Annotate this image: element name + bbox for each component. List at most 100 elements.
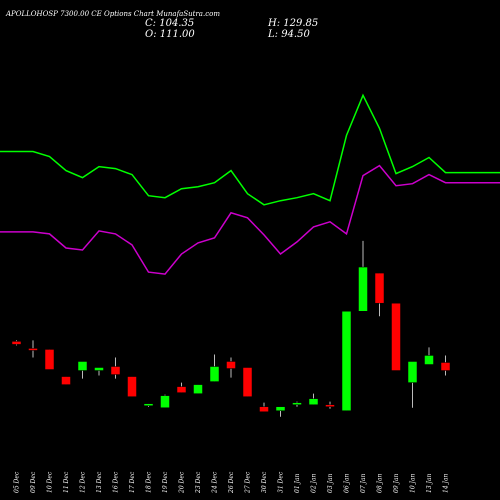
candle	[77, 361, 88, 379]
candle	[275, 406, 286, 417]
candle-body-down	[176, 386, 187, 393]
x-tick-label: 26 Dec	[228, 471, 235, 494]
candle	[424, 347, 434, 365]
candles	[11, 240, 451, 417]
open-value: 111.00	[159, 29, 195, 40]
open-label: O:	[145, 29, 157, 40]
candle	[407, 361, 418, 408]
x-tick-label: 09 Dec	[30, 471, 37, 493]
candle-body-down	[226, 361, 236, 369]
candle-body-down	[242, 367, 253, 397]
candle-body-down	[259, 406, 269, 412]
candle	[242, 367, 253, 397]
x-tick-label: 02 Jan	[311, 473, 318, 493]
x-axis-labels: 05 Dec 09 Dec 10 Dec 11 Dec 12 Dec 13 Dec 16 D…	[14, 471, 450, 494]
candle	[226, 357, 236, 378]
candle-body-down	[127, 376, 137, 397]
candle	[341, 311, 352, 411]
candle	[308, 393, 319, 405]
x-tick-label: 08 Jan	[377, 473, 384, 493]
candle-body-down	[61, 376, 71, 385]
candle	[440, 355, 451, 376]
candle-body-down	[325, 404, 335, 407]
candle	[44, 349, 55, 370]
x-tick-label: 18 Dec	[146, 471, 153, 493]
high-label: H:	[268, 18, 281, 29]
x-tick-label: 30 Dec	[261, 471, 268, 493]
candle-body-down	[374, 272, 385, 304]
x-tick-label: 06 Jan	[344, 473, 351, 493]
candle	[176, 382, 187, 393]
band-lines	[0, 93, 500, 275]
candle-body-up	[308, 398, 319, 405]
candle-body-up	[358, 266, 368, 312]
low-value: 94.50	[281, 29, 310, 40]
x-tick-label: 17 Dec	[129, 471, 136, 493]
x-tick-label: 27 Dec	[245, 471, 252, 494]
x-tick-label: 14 Jan	[443, 473, 450, 493]
candle	[28, 340, 38, 358]
x-tick-label: 24 Dec	[212, 471, 219, 494]
x-tick-label: 07 Jan	[360, 473, 367, 493]
candle	[374, 272, 385, 317]
x-tick-label: 01 Jan	[294, 473, 301, 493]
candle-body-down	[391, 302, 401, 371]
candle	[391, 302, 401, 371]
lower-band-line	[0, 164, 500, 275]
open-readout: O: 111.00	[145, 29, 195, 40]
candle	[143, 403, 154, 407]
candle-body-down	[110, 366, 121, 375]
x-tick-label: 12 Dec	[80, 471, 87, 493]
close-readout: C: 104.35	[145, 18, 194, 29]
x-tick-label: 13 Dec	[96, 471, 103, 493]
candle	[358, 240, 368, 312]
candle	[127, 376, 137, 397]
high-value: 129.85	[283, 18, 319, 29]
candle-body-up	[407, 361, 418, 383]
x-tick-label: 09 Jan	[393, 473, 400, 493]
candle-body-up	[160, 395, 170, 408]
candle	[61, 376, 71, 385]
candle-body-up	[77, 361, 88, 371]
candle-body-up	[209, 366, 220, 382]
candle-body-up	[341, 311, 352, 411]
x-tick-label: 03 Jan	[327, 473, 334, 493]
candle-body-up	[94, 367, 104, 371]
candle-body-down	[44, 349, 55, 370]
candle	[193, 384, 203, 394]
x-tick-label: 23 Dec	[195, 471, 202, 494]
x-tick-label: 10 Jan	[410, 473, 417, 493]
x-tick-label: 16 Dec	[113, 471, 120, 493]
candle	[292, 401, 302, 407]
x-tick-label: 10 Dec	[47, 471, 54, 493]
candle-body-up	[424, 355, 434, 365]
candle-body-down	[440, 362, 451, 371]
close-value: 104.35	[159, 18, 195, 29]
candle	[94, 367, 104, 376]
candle	[325, 401, 335, 409]
candle	[160, 394, 170, 408]
candle-body-up	[275, 406, 286, 411]
candle	[11, 340, 22, 346]
candle	[259, 402, 269, 412]
x-tick-label: 19 Dec	[162, 471, 169, 493]
low-label: L:	[268, 29, 279, 40]
candle	[209, 354, 220, 382]
candle	[110, 357, 121, 379]
candle-body-up	[292, 402, 302, 405]
chart-title: APOLLOHOSP 7300.00 CE Options Chart Muna…	[6, 10, 220, 18]
low-readout: L: 94.50	[268, 29, 310, 40]
close-label: C:	[145, 18, 157, 29]
candle-body-up	[193, 384, 203, 394]
x-tick-label: 20 Dec	[179, 471, 186, 494]
x-tick-label: 13 Jan	[426, 473, 433, 493]
x-tick-label: 11 Dec	[63, 471, 70, 493]
candle-body-down	[11, 341, 22, 345]
x-tick-label: 31 Dec	[278, 471, 285, 493]
x-tick-label: 05 Dec	[14, 471, 21, 493]
candle-body-down	[28, 348, 38, 351]
candle-body-up	[143, 403, 154, 406]
upper-band-line	[0, 93, 500, 206]
high-readout: H: 129.85	[268, 18, 318, 29]
